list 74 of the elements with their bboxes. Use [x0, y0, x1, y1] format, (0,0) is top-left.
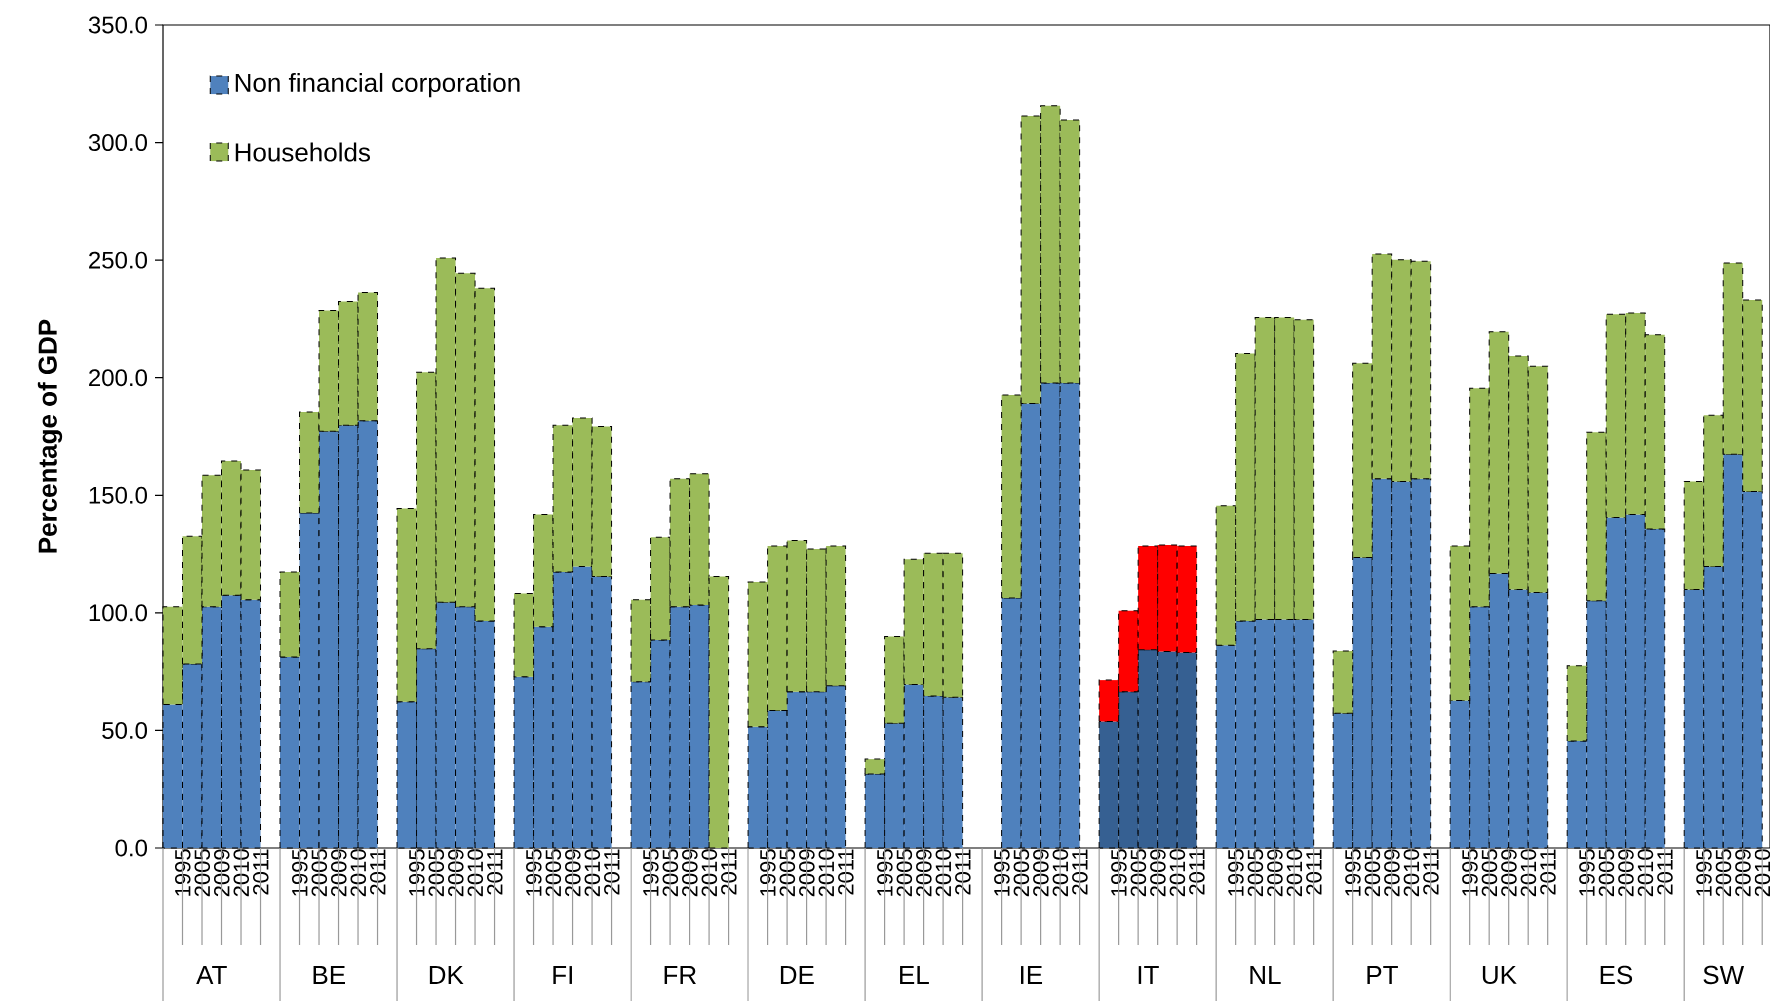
x-tick-label: 2005	[1364, 849, 1381, 897]
x-tick-label: 2005	[1715, 849, 1732, 897]
x-tick-label: 2011	[1657, 849, 1673, 895]
y-tick-label: 50.0	[102, 721, 148, 739]
x-tick-label: 2009	[1384, 849, 1400, 897]
text: ES	[1600, 965, 1633, 985]
y-tick-label: 300.0	[88, 134, 148, 152]
x-tick-label: 2005	[1130, 849, 1147, 897]
x-tick-label: 2005	[779, 849, 796, 897]
x-tick-label: 2010	[1520, 849, 1537, 897]
x-tick-label: 2011	[721, 849, 737, 895]
x-tick-label: 2005	[1598, 849, 1615, 897]
x-tick-label: 2010	[1052, 849, 1069, 897]
text: DE	[780, 966, 814, 984]
text: AT	[196, 966, 227, 984]
x-tick-label: 2005	[1481, 849, 1498, 897]
text: NL	[1250, 966, 1281, 984]
x-tick-label: 2005	[311, 849, 328, 897]
y-tick-label: 150.0	[89, 486, 148, 504]
text: EL	[900, 966, 929, 984]
text: FI	[553, 966, 572, 984]
y-tick-label: 0.0	[115, 839, 148, 857]
x-tick-label: 2010	[584, 849, 601, 897]
y-tick-label: 100.0	[89, 604, 148, 622]
x-tick-label: 2009	[1267, 849, 1283, 897]
x-tick-label: 2010	[1754, 849, 1770, 897]
text: IT	[1138, 966, 1159, 984]
x-tick-label: 2011	[1189, 849, 1205, 895]
text: PT	[1367, 966, 1398, 984]
x-tick-label: 2009	[1735, 849, 1751, 897]
x-tick-label: 1995	[1228, 849, 1244, 896]
x-tick-label: 2010	[467, 849, 484, 897]
x-tick-label: 2005	[662, 849, 679, 897]
x-tick-label: 1995	[1111, 849, 1127, 896]
x-tick-label: 2010	[1637, 849, 1654, 897]
x-tick-label: 2011	[1306, 849, 1322, 895]
x-tick-label: 2010	[818, 849, 835, 897]
x-tick-label: 2010	[1403, 849, 1420, 897]
x-tick-label: 2011	[1540, 849, 1556, 895]
legend-label: Households	[235, 142, 371, 162]
x-tick-label: 2005	[194, 849, 211, 897]
y-tick-label: 250.0	[89, 251, 148, 269]
x-tick-label: 2005	[1013, 849, 1030, 897]
x-tick-label: 1995	[1579, 849, 1595, 896]
x-tick-label: 2010	[1169, 849, 1186, 897]
x-tick-label: 1995	[1345, 849, 1361, 896]
text: FR	[664, 966, 696, 984]
text: UK	[1482, 965, 1517, 985]
text: DK	[429, 966, 464, 984]
x-tick-label: 2010	[701, 849, 718, 897]
x-tick-label: 1995	[1696, 849, 1712, 896]
x-tick-label: 2011	[1423, 849, 1439, 895]
x-tick-label: 2005	[896, 849, 913, 897]
x-tick-label: 2010	[350, 849, 367, 897]
x-tick-label: 1995	[1462, 849, 1478, 896]
y-tick-label: 200.0	[89, 369, 148, 387]
x-tick-label: 2011	[1072, 849, 1088, 895]
x-tick-label: 2010	[233, 849, 250, 897]
x-tick-label: 2005	[545, 849, 562, 897]
x-tick-label: 2011	[838, 849, 854, 895]
x-tick-label: 2005	[428, 849, 445, 897]
legend-label: Non financial corporation	[235, 72, 520, 98]
x-tick-label: 2009	[1501, 849, 1517, 897]
x-tick-label: 2005	[1247, 849, 1264, 897]
x-tick-label: 2010	[935, 849, 952, 897]
x-tick-label: 2009	[1618, 849, 1634, 897]
x-tick-label: 2011	[955, 849, 971, 895]
text: SW	[1703, 965, 1745, 985]
text: IE	[1021, 966, 1043, 984]
text: BE	[313, 966, 345, 984]
x-tick-label: 2009	[1150, 849, 1166, 897]
y-tick-label: 350.0	[88, 16, 148, 34]
y-axis-title: Percentage of GDP	[37, 319, 63, 553]
x-tick-label: 2010	[1286, 849, 1303, 897]
